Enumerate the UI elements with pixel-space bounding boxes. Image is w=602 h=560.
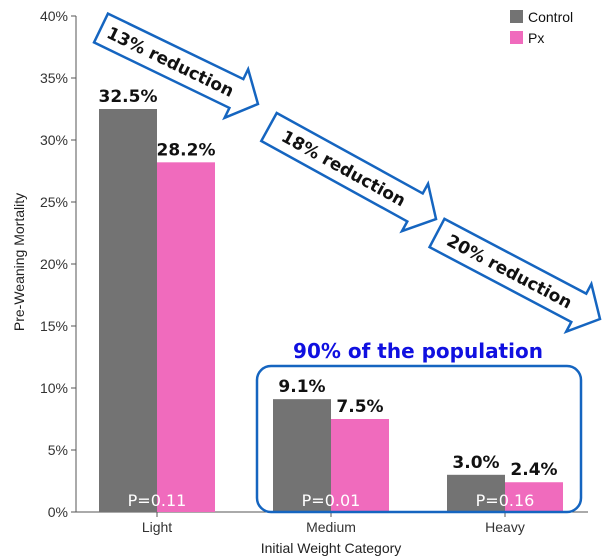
chart-axes: 0% 5% 10% 15% 20% 25% 30% 35% 40% Light Medium Heav… xyxy=(40,8,588,535)
p-value-label: P=0.11 xyxy=(128,491,187,510)
data-label: 28.2% xyxy=(157,140,216,160)
x-tick-label: Light xyxy=(142,519,172,535)
chart-bars xyxy=(99,109,563,512)
arrow-shape xyxy=(259,111,438,234)
p-value-label: P=0.01 xyxy=(302,491,361,510)
legend-swatch-control xyxy=(510,10,523,23)
bar-control-light xyxy=(99,109,157,512)
p-value-label: P=0.16 xyxy=(476,491,535,510)
x-axis-title: Initial Weight Category xyxy=(261,540,402,556)
data-label: 3.0% xyxy=(452,453,499,473)
y-tick-label: 0% xyxy=(48,504,68,520)
legend-label-px: Px xyxy=(528,30,544,46)
data-label: 9.1% xyxy=(278,377,325,397)
arrow-shape xyxy=(427,217,602,335)
reduction-arrow: 18% reduction xyxy=(259,111,438,234)
legend-swatch-px xyxy=(510,31,523,44)
reduction-label: 18% reduction xyxy=(278,127,409,211)
y-axis-title: Pre-Weaning Mortality xyxy=(11,193,27,331)
population-callout: 90% of the population xyxy=(255,339,583,514)
x-tick-label: Medium xyxy=(306,519,356,535)
data-label: 32.5% xyxy=(99,87,158,107)
reduction-label: 20% reduction xyxy=(443,231,575,313)
callout-box xyxy=(255,364,583,514)
chart-data-labels: 32.5% 28.2% P=0.11 9.1% 7.5% P=0.01 3.0% 2.4% P=… xyxy=(99,87,558,510)
x-tick-label: Heavy xyxy=(485,519,525,535)
y-tick-label: 10% xyxy=(40,380,68,396)
y-tick-label: 20% xyxy=(40,256,68,272)
reduction-arrow: 20% reduction xyxy=(427,217,602,335)
y-tick-label: 35% xyxy=(40,70,68,86)
y-tick-label: 15% xyxy=(40,318,68,334)
bar-px-medium xyxy=(331,419,389,512)
callout-title: 90% of the population xyxy=(293,339,543,363)
data-label: 7.5% xyxy=(336,397,383,417)
bar-control-medium xyxy=(273,399,331,512)
chart-legend: Control Px xyxy=(510,9,573,46)
legend-label-control: Control xyxy=(528,9,573,25)
y-tick-label: 5% xyxy=(48,442,68,458)
bar-px-light xyxy=(157,162,215,512)
bar-px-heavy xyxy=(505,482,563,512)
arrow-shape xyxy=(92,11,260,121)
data-label: 2.4% xyxy=(510,460,557,480)
y-tick-label: 25% xyxy=(40,194,68,210)
y-tick-label: 40% xyxy=(40,8,68,24)
y-tick-label: 30% xyxy=(40,132,68,148)
bar-control-heavy xyxy=(447,474,505,512)
